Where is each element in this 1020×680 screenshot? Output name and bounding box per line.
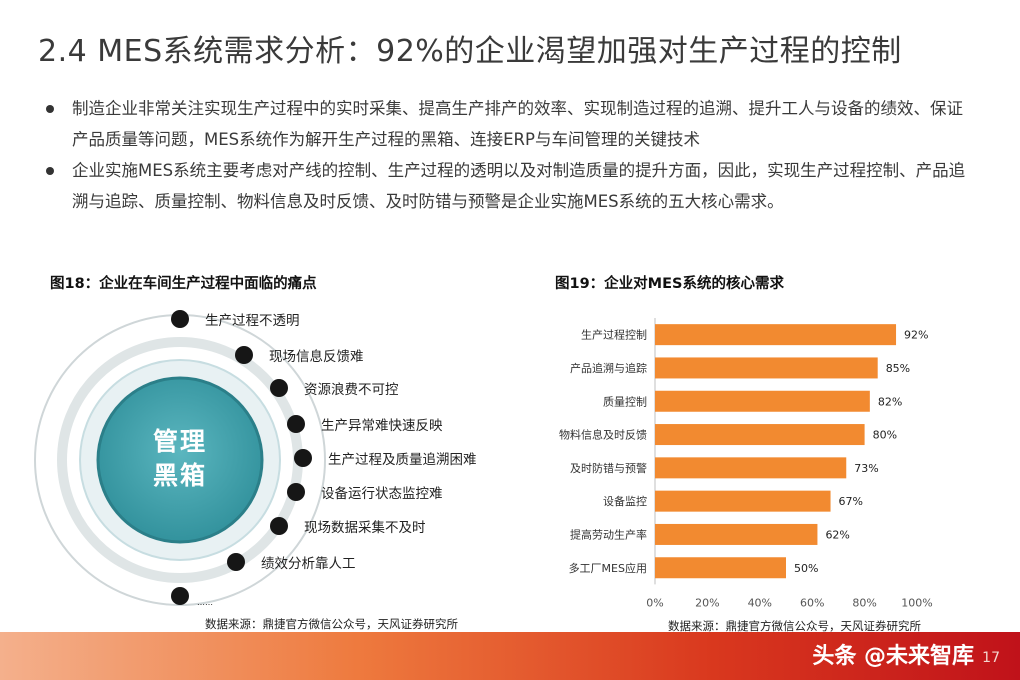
pain-point-item: 现场信息反馈难 [235, 345, 364, 365]
category-label: 设备监控 [603, 494, 647, 508]
x-tick-label: 0% [646, 596, 663, 609]
bar [655, 490, 831, 512]
category-label: 多工厂MES应用 [569, 561, 647, 575]
pain-dot-icon [287, 415, 305, 433]
pain-point-item: 资源浪费不可控 [270, 378, 399, 398]
bullet-list: 制造企业非常关注实现生产过程中的实时采集、提高生产排产的效率、实现制造过程的追溯… [44, 93, 974, 217]
data-label: 50% [794, 562, 818, 575]
page-title: 2.4 MES系统需求分析：92%的企业渴望加强对生产过程的控制 [38, 34, 902, 69]
watermark: 头条 @未来智库 [812, 644, 974, 669]
figure-18-caption: 图18：企业在车间生产过程中面临的痛点 [50, 276, 317, 292]
pain-point-item: 现场数据采集不及时 [270, 516, 426, 536]
bullet-item: 企业实施MES系统主要考虑对产线的控制、生产过程的透明以及对制造质量的提升方面，… [44, 155, 974, 217]
pain-dot-icon [270, 379, 288, 397]
footer-band [0, 632, 1020, 680]
x-tick-label: 40% [748, 596, 772, 609]
core-label-text: 管理 黑箱 [152, 427, 207, 490]
data-label: 85% [886, 362, 910, 375]
figure-19-source: 数据来源：鼎捷官方微信公众号，天风证券研究所 [668, 619, 921, 633]
figure-19-caption: 图19：企业对MES系统的核心需求 [555, 276, 784, 292]
category-label: 物料信息及时反馈 [559, 428, 647, 442]
pain-dot-icon [171, 586, 189, 605]
pain-dot-icon [235, 346, 253, 364]
core-circle [96, 376, 264, 544]
bar [655, 357, 878, 379]
bar [655, 424, 865, 446]
x-tick-label: 80% [852, 596, 876, 609]
pain-dot-icon [227, 553, 245, 571]
pain-point-label: 现场数据采集不及时 [304, 520, 426, 536]
pain-points-diagram: 管理 黑箱 生产过程不透明 现场信息反馈难 资源浪费不可控 生产异常难快速反映 … [30, 300, 530, 610]
bar [655, 324, 897, 346]
data-label: 92% [904, 329, 928, 342]
pain-point-label: 设备运行状态监控难 [321, 486, 443, 502]
pain-point-label: 资源浪费不可控 [304, 382, 399, 398]
data-label: 73% [854, 462, 878, 475]
pain-point-item: 生产过程及质量追溯困难 [294, 448, 477, 468]
pain-point-item: 设备运行状态监控难 [287, 482, 443, 502]
x-tick-label: 20% [695, 596, 719, 609]
data-label: 62% [825, 528, 849, 541]
pain-dot-icon [294, 449, 312, 467]
pain-point-label: …… [197, 598, 213, 607]
pain-point-label: 绩效分析靠人工 [261, 556, 356, 572]
pain-point-item: 绩效分析靠人工 [227, 552, 356, 572]
pain-dot-icon [287, 483, 305, 501]
pain-point-label: 生产异常难快速反映 [321, 418, 443, 434]
category-label: 质量控制 [603, 394, 647, 408]
pain-dot-icon [171, 310, 189, 328]
category-label: 生产过程控制 [581, 328, 647, 342]
bar [655, 457, 847, 479]
pain-point-item: 生产异常难快速反映 [287, 414, 443, 434]
pain-point-label: 现场信息反馈难 [269, 349, 364, 365]
pain-point-item: …… [171, 584, 213, 607]
figure-18-source: 数据来源：鼎捷官方微信公众号，天风证券研究所 [205, 617, 458, 631]
category-label: 及时防错与预警 [570, 461, 647, 475]
bullet-text: 制造企业非常关注实现生产过程中的实时采集、提高生产排产的效率、实现制造过程的追溯… [72, 99, 963, 149]
core-label: 管理 黑箱 [138, 425, 222, 493]
x-tick-label: 60% [800, 596, 824, 609]
bullet-dot-icon [46, 105, 54, 113]
bullet-item: 制造企业非常关注实现生产过程中的实时采集、提高生产排产的效率、实现制造过程的追溯… [44, 93, 974, 155]
pain-dot-icon [270, 517, 288, 535]
pain-point-label: 生产过程及质量追溯困难 [328, 452, 477, 468]
pain-point-item: 生产过程不透明 [171, 309, 300, 329]
bar [655, 523, 818, 545]
data-label: 67% [839, 495, 863, 508]
bullet-dot-icon [46, 167, 54, 175]
category-label: 产品追溯与追踪 [570, 361, 647, 375]
bar [655, 557, 786, 579]
pain-point-label: 生产过程不透明 [205, 313, 300, 329]
bar-chart-svg: 生产过程控制 92% 产品追溯与追踪 85% 质量控制 82% 物料信息及时反馈 80% 及时防… [559, 318, 933, 609]
category-label: 提高劳动生产率 [570, 527, 647, 541]
page-number: 17 [982, 650, 1000, 666]
bar [655, 390, 870, 412]
bullet-text: 企业实施MES系统主要考虑对产线的控制、生产过程的透明以及对制造质量的提升方面，… [72, 161, 966, 211]
x-tick-label: 100% [901, 596, 932, 609]
data-label: 80% [873, 429, 897, 442]
data-label: 82% [878, 395, 902, 408]
core-needs-chart: 生产过程控制 92% 产品追溯与追踪 85% 质量控制 82% 物料信息及时反馈 80% 及时防… [545, 312, 965, 612]
rings-graphic [34, 314, 326, 606]
